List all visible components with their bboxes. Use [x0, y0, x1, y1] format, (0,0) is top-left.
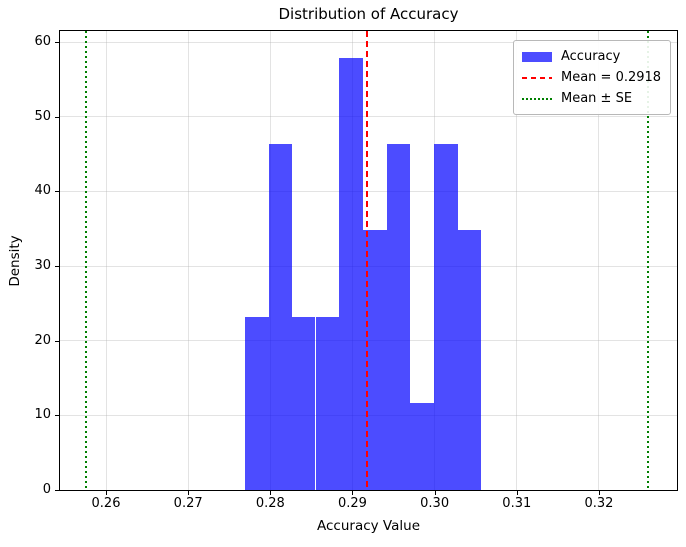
histogram-bar: [457, 230, 482, 490]
legend-entry-mean: Mean = 0.2918: [522, 67, 662, 88]
x-tick-label: 0.28: [255, 496, 285, 511]
x-tick-label: 0.26: [91, 496, 121, 511]
y-tick-label: 30: [34, 258, 51, 274]
x-tick-mark: [598, 491, 600, 495]
gridline-horizontal: [60, 190, 677, 192]
x-tick-mark: [516, 491, 518, 495]
y-tick-mark: [55, 415, 59, 417]
gridline-horizontal: [60, 41, 677, 43]
histogram-bar: [386, 144, 410, 490]
legend: Accuracy Mean = 0.2918 Mean ± SE: [513, 40, 671, 115]
gridline-vertical: [187, 31, 189, 490]
y-tick-label: 10: [34, 407, 51, 423]
x-tick-mark: [188, 491, 190, 495]
histogram-bar: [433, 144, 458, 490]
y-axis-label: Density: [7, 235, 23, 287]
y-tick-mark: [55, 191, 59, 193]
y-tick-label: 0: [42, 482, 51, 497]
gridline-vertical: [516, 31, 518, 490]
y-tick-label: 60: [34, 34, 51, 50]
histogram-bar: [363, 230, 387, 490]
legend-label-mean: Mean = 0.2918: [561, 70, 662, 85]
x-tick-label: 0.31: [502, 496, 532, 511]
x-axis-label: Accuracy Value: [317, 518, 420, 534]
x-tick-mark: [352, 491, 354, 495]
histogram-bar: [315, 316, 340, 490]
legend-entry-se: Mean ± SE: [522, 88, 662, 109]
histogram-bar: [339, 57, 364, 490]
y-tick-mark: [55, 340, 59, 342]
x-tick-mark: [106, 491, 107, 495]
histogram-bar: [244, 316, 269, 490]
y-tick-label: 20: [34, 332, 51, 348]
x-tick-label: 0.32: [584, 496, 614, 511]
plot-inner: Accuracy Mean = 0.2918 Mean ± SE: [60, 31, 677, 490]
chart-title: Distribution of Accuracy: [278, 5, 459, 23]
legend-label-accuracy: Accuracy: [561, 49, 621, 64]
legend-swatch-accuracy: [522, 51, 552, 62]
histogram-bar: [409, 403, 434, 490]
mean-minus-se-line: [85, 31, 87, 490]
gridline-horizontal: [60, 116, 677, 118]
x-tick-mark: [270, 491, 272, 495]
histogram-bar: [291, 316, 316, 490]
y-tick-mark: [55, 116, 59, 118]
histogram-bar: [268, 144, 292, 490]
y-tick-label: 40: [34, 183, 51, 199]
gridline-vertical: [598, 31, 600, 490]
x-tick-label: 0.29: [337, 496, 367, 511]
mean-plus-se-line: [647, 31, 649, 490]
y-tick-mark: [55, 266, 59, 268]
y-tick-mark: [55, 42, 59, 44]
legend-label-se: Mean ± SE: [561, 91, 633, 106]
gridline-vertical: [105, 31, 107, 490]
y-tick-mark: [55, 490, 59, 491]
plot-area: Accuracy Mean = 0.2918 Mean ± SE: [59, 30, 678, 491]
mean-line: [366, 31, 369, 490]
x-tick-label: 0.27: [173, 496, 203, 511]
legend-swatch-se-line: [522, 97, 552, 100]
x-tick-label: 0.30: [420, 496, 450, 511]
x-tick-mark: [434, 491, 436, 495]
y-tick-label: 50: [34, 108, 51, 124]
legend-swatch-mean-line: [522, 76, 552, 79]
legend-entry-accuracy: Accuracy: [522, 46, 662, 67]
